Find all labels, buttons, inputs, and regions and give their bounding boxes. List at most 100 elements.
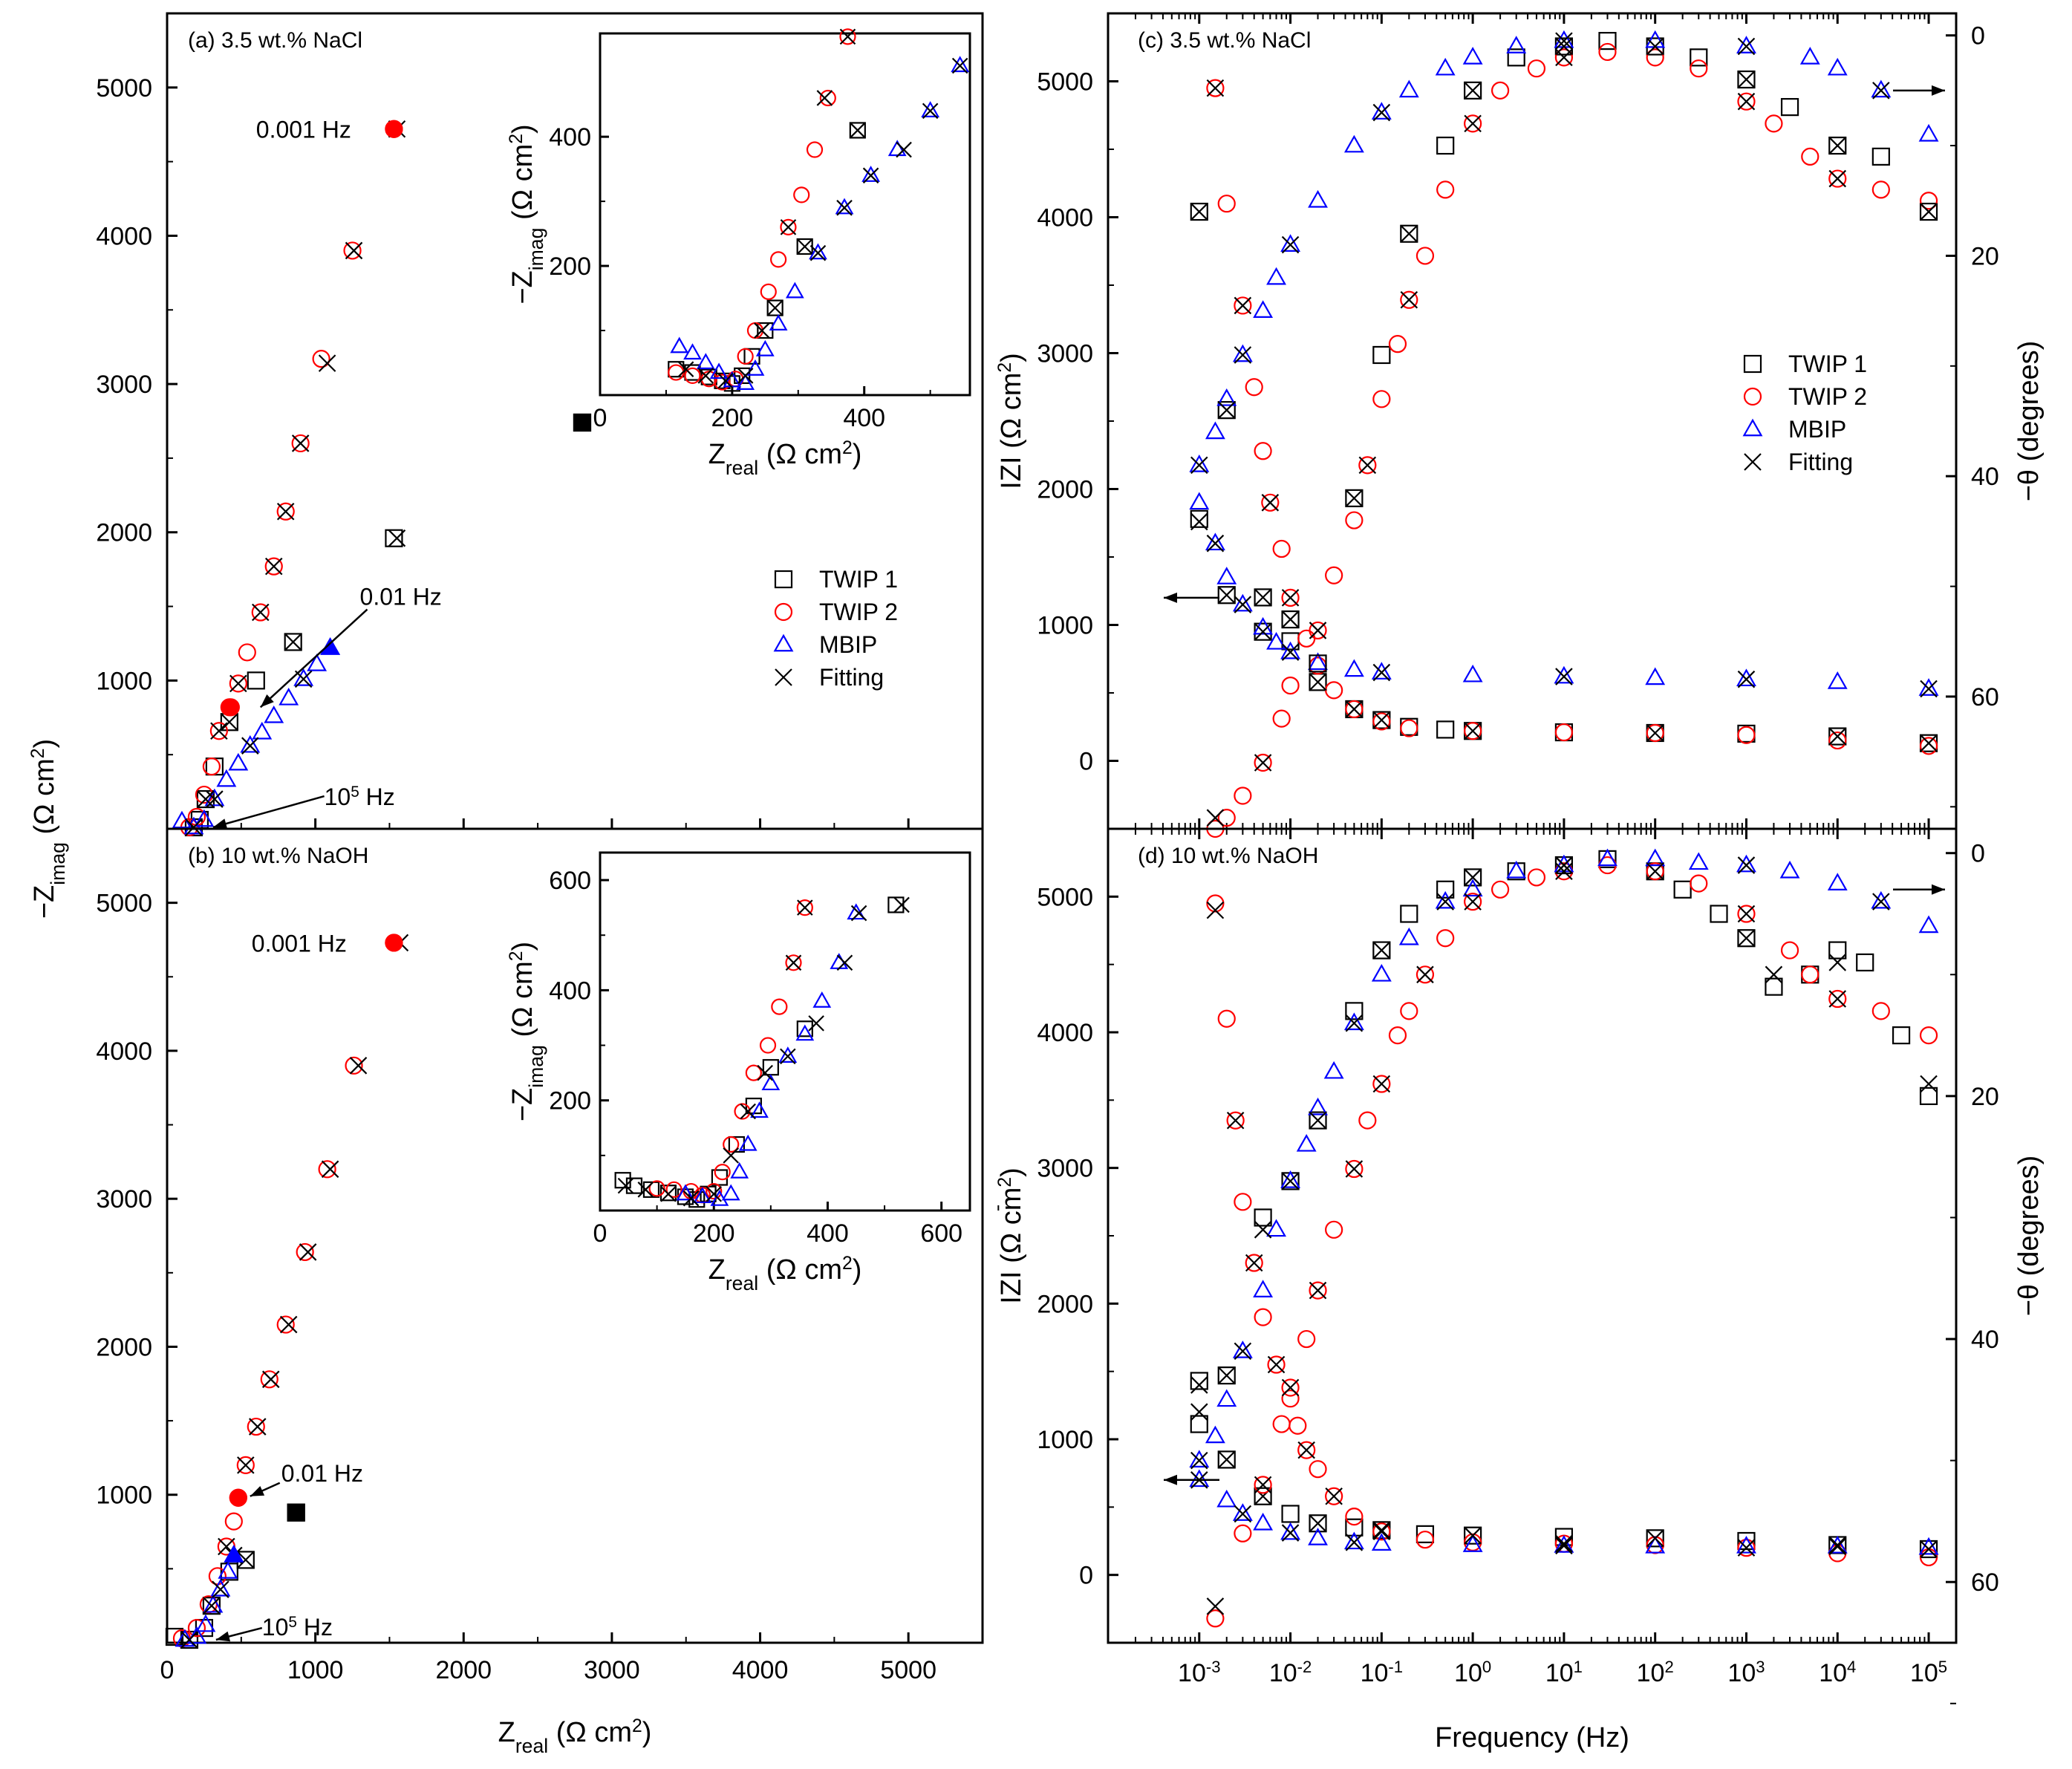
data-point (1464, 868, 1482, 887)
data-point (1555, 1537, 1573, 1555)
data-point (1281, 1524, 1300, 1542)
y-tick-label: 5000 (1037, 68, 1093, 97)
data-point (797, 899, 813, 916)
data-point (1217, 586, 1236, 605)
data-point (849, 122, 866, 139)
legend-label: TWIP 1 (1788, 351, 1867, 377)
data-point (1297, 1441, 1316, 1459)
data-point (808, 1015, 824, 1032)
annotation-arrow (259, 608, 368, 708)
data-point (1527, 868, 1546, 887)
x-tick-label-part: 10 (1545, 1659, 1574, 1687)
data-point (279, 1315, 298, 1334)
data-point (238, 643, 256, 662)
highlight-point (573, 413, 592, 432)
data-point (766, 299, 783, 316)
data-point (1217, 1450, 1236, 1469)
data-point (1309, 622, 1327, 639)
inset-frame (599, 32, 971, 397)
data-point (1206, 534, 1225, 553)
data-point (1234, 346, 1252, 364)
data-point (1828, 1537, 1847, 1556)
data-point (260, 1370, 278, 1389)
data-point (1309, 1460, 1327, 1479)
data-point (723, 1136, 740, 1153)
data-point (1400, 719, 1418, 737)
legend-label: Fitting (1788, 449, 1853, 475)
data-point (1690, 48, 1708, 67)
data-point (221, 713, 238, 732)
annotation-1e5hz: 105 Hz (325, 783, 395, 811)
highlight-point (229, 1488, 247, 1507)
data-point (757, 322, 774, 339)
data-point (1736, 668, 1756, 687)
data-point (1309, 654, 1327, 673)
data-point (1325, 1220, 1343, 1239)
y-right-tick-label: 60 (1971, 683, 1999, 711)
data-point (247, 671, 265, 690)
data-point (648, 1180, 665, 1197)
data-point (251, 603, 270, 622)
data-point (1232, 344, 1253, 362)
data-point (1597, 848, 1617, 867)
x-tick-label-part: 10 (1727, 1659, 1756, 1687)
x-tick-label: 10-2 (1269, 1658, 1312, 1688)
data-point (677, 361, 694, 377)
data-point (229, 674, 247, 693)
y-axis-label-modulus-part: 2 (995, 1177, 1015, 1188)
inset-y-axis-label-part: −Z (507, 1088, 538, 1121)
data-point (717, 373, 734, 389)
legend-marker (775, 668, 792, 686)
y-tick-label: 4000 (1037, 204, 1093, 232)
data-point (1736, 1535, 1756, 1554)
data-point (1645, 1535, 1666, 1554)
x-tick-label-part: -1 (1388, 1658, 1403, 1676)
data-point (1737, 929, 1756, 947)
y-tick-label: 3000 (96, 1185, 152, 1213)
data-point (1645, 848, 1666, 867)
data-point (1491, 880, 1510, 899)
left-axis-arrow-head (1164, 1474, 1177, 1485)
data-point (1688, 852, 1709, 870)
legend: TWIP 1 TWIP 2 MBIP Fitting (1742, 351, 1867, 475)
y-axis-label-phase: −θ (degrees) (2013, 1156, 2045, 1317)
data-point (1190, 512, 1208, 531)
data-point (1737, 92, 1756, 111)
inset-y-axis-label-part: 2 (506, 951, 527, 962)
data-point (714, 1163, 731, 1181)
inset-y-axis-label-part: 2 (506, 134, 527, 144)
data-point (1261, 494, 1280, 512)
data-point (625, 1177, 643, 1194)
data-point (746, 359, 765, 376)
data-point (212, 1580, 229, 1599)
x-tick-label: 3000 (584, 1656, 640, 1684)
inset-x-axis-label-part: (Ω cm (758, 1254, 842, 1286)
data-point (766, 299, 783, 316)
data-point (1297, 1441, 1315, 1459)
data-point (1827, 1535, 1848, 1554)
inset-x-axis-label-part: ) (853, 1254, 862, 1286)
legend-label: TWIP 1 (819, 566, 898, 593)
data-point (1918, 915, 1939, 934)
data-point (1254, 588, 1272, 607)
data-point (1254, 1476, 1272, 1494)
data-point (1217, 1450, 1236, 1469)
data-point (809, 243, 827, 260)
data-point (1464, 82, 1482, 100)
data-point (1216, 567, 1237, 584)
data-point (734, 1103, 751, 1120)
data-point (1308, 1528, 1328, 1545)
y-axis-label-modulus-part: 2 (995, 362, 1015, 373)
data-point (1462, 879, 1483, 897)
data-point (1226, 1111, 1245, 1130)
data-point (1216, 1389, 1237, 1407)
y-tick-label: 4000 (1037, 1019, 1093, 1047)
data-point (1555, 48, 1573, 67)
data-point (951, 57, 968, 74)
y-right-tick-label: 0 (1971, 840, 1985, 868)
data-point (1871, 1002, 1890, 1020)
data-point (1464, 893, 1482, 910)
data-point (1464, 1526, 1482, 1545)
data-point (1828, 990, 1847, 1008)
data-point (1309, 1111, 1327, 1130)
